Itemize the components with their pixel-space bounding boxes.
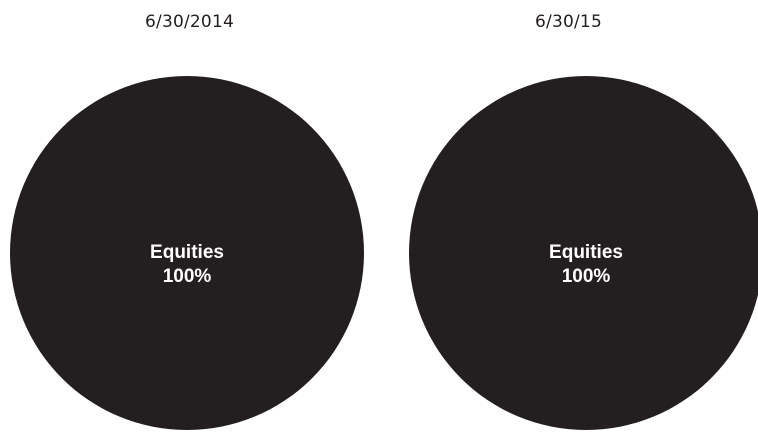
chart-title: 6/30/15 [535,12,602,32]
slice-label-category: Equities [549,242,623,263]
pie-slice-equities [409,76,758,430]
pie-plot: Equities 100% [409,76,758,430]
pie-chart-2015: 6/30/15 Equities 100% [379,0,758,432]
slice-label-percent: 100% [562,266,611,287]
pie-chart-2014: 6/30/2014 Equities 100% [10,12,364,430]
slice-label-category: Equities [150,242,224,263]
slice-label-percent: 100% [163,266,212,287]
chart-title: 6/30/2014 [145,12,234,32]
pie-slice-equities [10,76,364,430]
pie-plot: Equities 100% [10,76,364,430]
